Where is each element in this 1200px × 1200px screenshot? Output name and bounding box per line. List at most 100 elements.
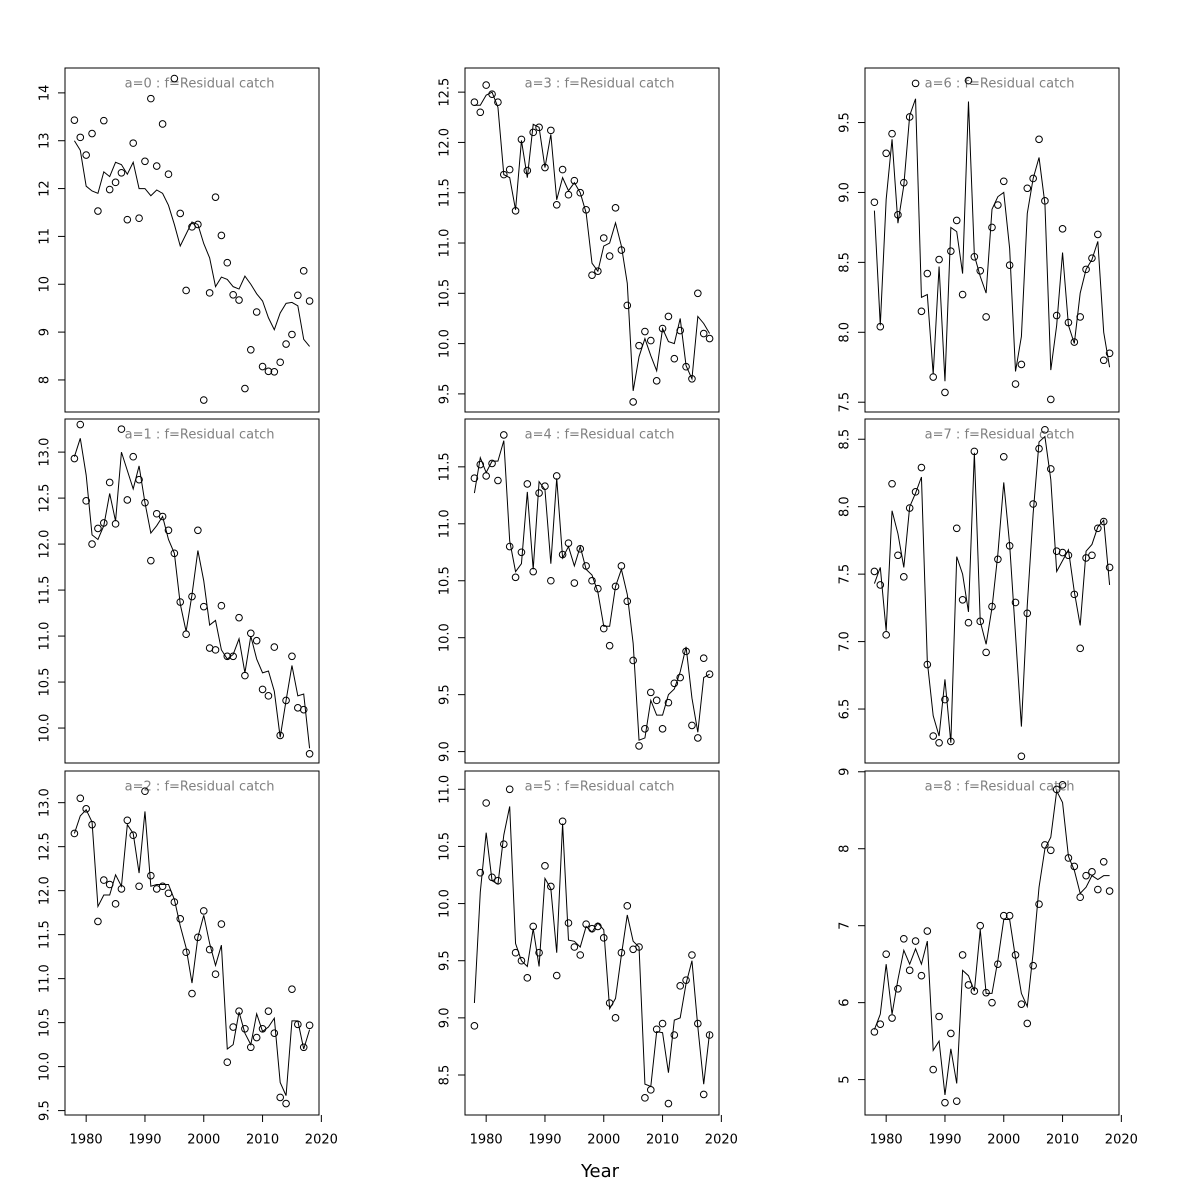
data-point [576,951,585,959]
data-point [217,601,226,610]
data-point [976,921,985,930]
data-point [1017,752,1026,761]
fitted-line [73,438,311,749]
fitted-line [73,140,310,347]
y-tick-label: 12 [38,180,53,197]
data-point [670,354,679,363]
data-point [694,289,702,298]
data-point [1029,174,1037,183]
data-point [158,120,167,128]
data-point [564,190,573,199]
panel-title: a=8 : f=Residual catch [925,780,1075,795]
data-point [88,129,96,138]
x-tick-label: 2000 [987,1133,1020,1148]
y-tick-label: 7.5 [838,564,853,585]
y-tick-label: 11.5 [438,452,453,481]
data-point [476,868,485,877]
data-point [535,948,543,957]
data-point [1052,311,1061,320]
y-tick-label: 9.0 [438,1008,453,1029]
data-point [941,1098,949,1107]
data-point [147,556,155,565]
y-tick-label: 9.5 [438,384,453,405]
data-point [705,670,714,678]
data-point [299,705,308,714]
data-point [305,297,314,305]
data-point [511,573,520,582]
y-tick-label: 12.0 [38,530,53,559]
data-point [670,1031,679,1039]
data-point [205,289,214,297]
plot-frame [64,67,320,413]
x-tick-label: 2000 [587,1133,620,1148]
x-tick-label: 1990 [128,1133,161,1148]
data-point [1088,551,1096,560]
data-point [1041,425,1049,434]
data-point [70,116,79,124]
data-point [676,982,684,990]
data-point [629,656,637,665]
y-tick-label: 8.0 [838,496,853,517]
data-point [94,524,102,533]
data-point [929,373,938,381]
data-point [535,489,543,497]
y-tick-label: 12.5 [438,78,453,107]
data-point [941,695,949,704]
y-tick-label: 9.0 [838,182,853,203]
data-point [1070,338,1079,346]
data-point [670,679,679,688]
data-point [223,1058,232,1067]
x-axis-title: Year [580,1161,620,1182]
y-tick-label: 7.5 [838,392,853,413]
data-point [923,269,932,278]
data-point [900,934,908,943]
data-point [482,81,490,89]
data-point [705,334,714,343]
y-tick-label: 8.5 [838,429,853,450]
data-point [294,291,302,300]
data-point [117,425,126,433]
data-point [111,178,120,187]
data-point [94,917,102,926]
y-tick-label: 6.5 [838,699,853,720]
y-tick-label: 13 [38,132,53,149]
data-point [964,618,973,627]
data-point [135,882,143,891]
data-point [594,267,602,275]
data-point [646,336,655,345]
data-point [958,595,967,604]
data-point [923,927,932,935]
data-point [676,673,684,682]
x-tick-label: 1990 [928,1133,961,1148]
plot-frame [64,418,320,764]
data-point [947,1029,955,1038]
fitted-line [73,808,311,1096]
data-point [1005,261,1014,269]
panel-title: a=6 : f=Residual catch [925,77,1075,92]
data-point [76,420,85,429]
fitted-line [873,98,1111,382]
data-point [547,126,555,135]
data-point [876,581,885,589]
data-point [176,209,185,218]
data-point [276,731,284,740]
data-point [635,341,643,350]
plot-frame [864,67,1120,413]
data-point [623,902,632,910]
data-point [870,198,879,207]
data-point [182,286,190,295]
y-tick-label: 11 [38,228,53,245]
data-point [882,631,890,639]
data-point [664,698,673,707]
data-point [482,472,490,480]
data-point [182,630,190,639]
data-point [1082,871,1090,880]
data-point [641,725,649,733]
data-point [611,1014,620,1022]
data-point [547,576,555,585]
data-point [494,98,502,106]
data-point [911,937,920,945]
data-point [888,479,896,488]
data-point [299,1043,308,1052]
y-tick-label: 13.0 [38,788,53,817]
